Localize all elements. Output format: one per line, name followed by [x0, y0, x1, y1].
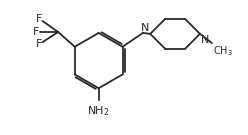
Text: N: N [140, 23, 149, 33]
Text: F: F [36, 14, 42, 24]
Text: CH$_3$: CH$_3$ [213, 44, 233, 58]
Text: N: N [201, 35, 210, 45]
Text: F: F [36, 39, 42, 49]
Text: NH$_2$: NH$_2$ [87, 104, 110, 118]
Text: F: F [33, 27, 39, 37]
